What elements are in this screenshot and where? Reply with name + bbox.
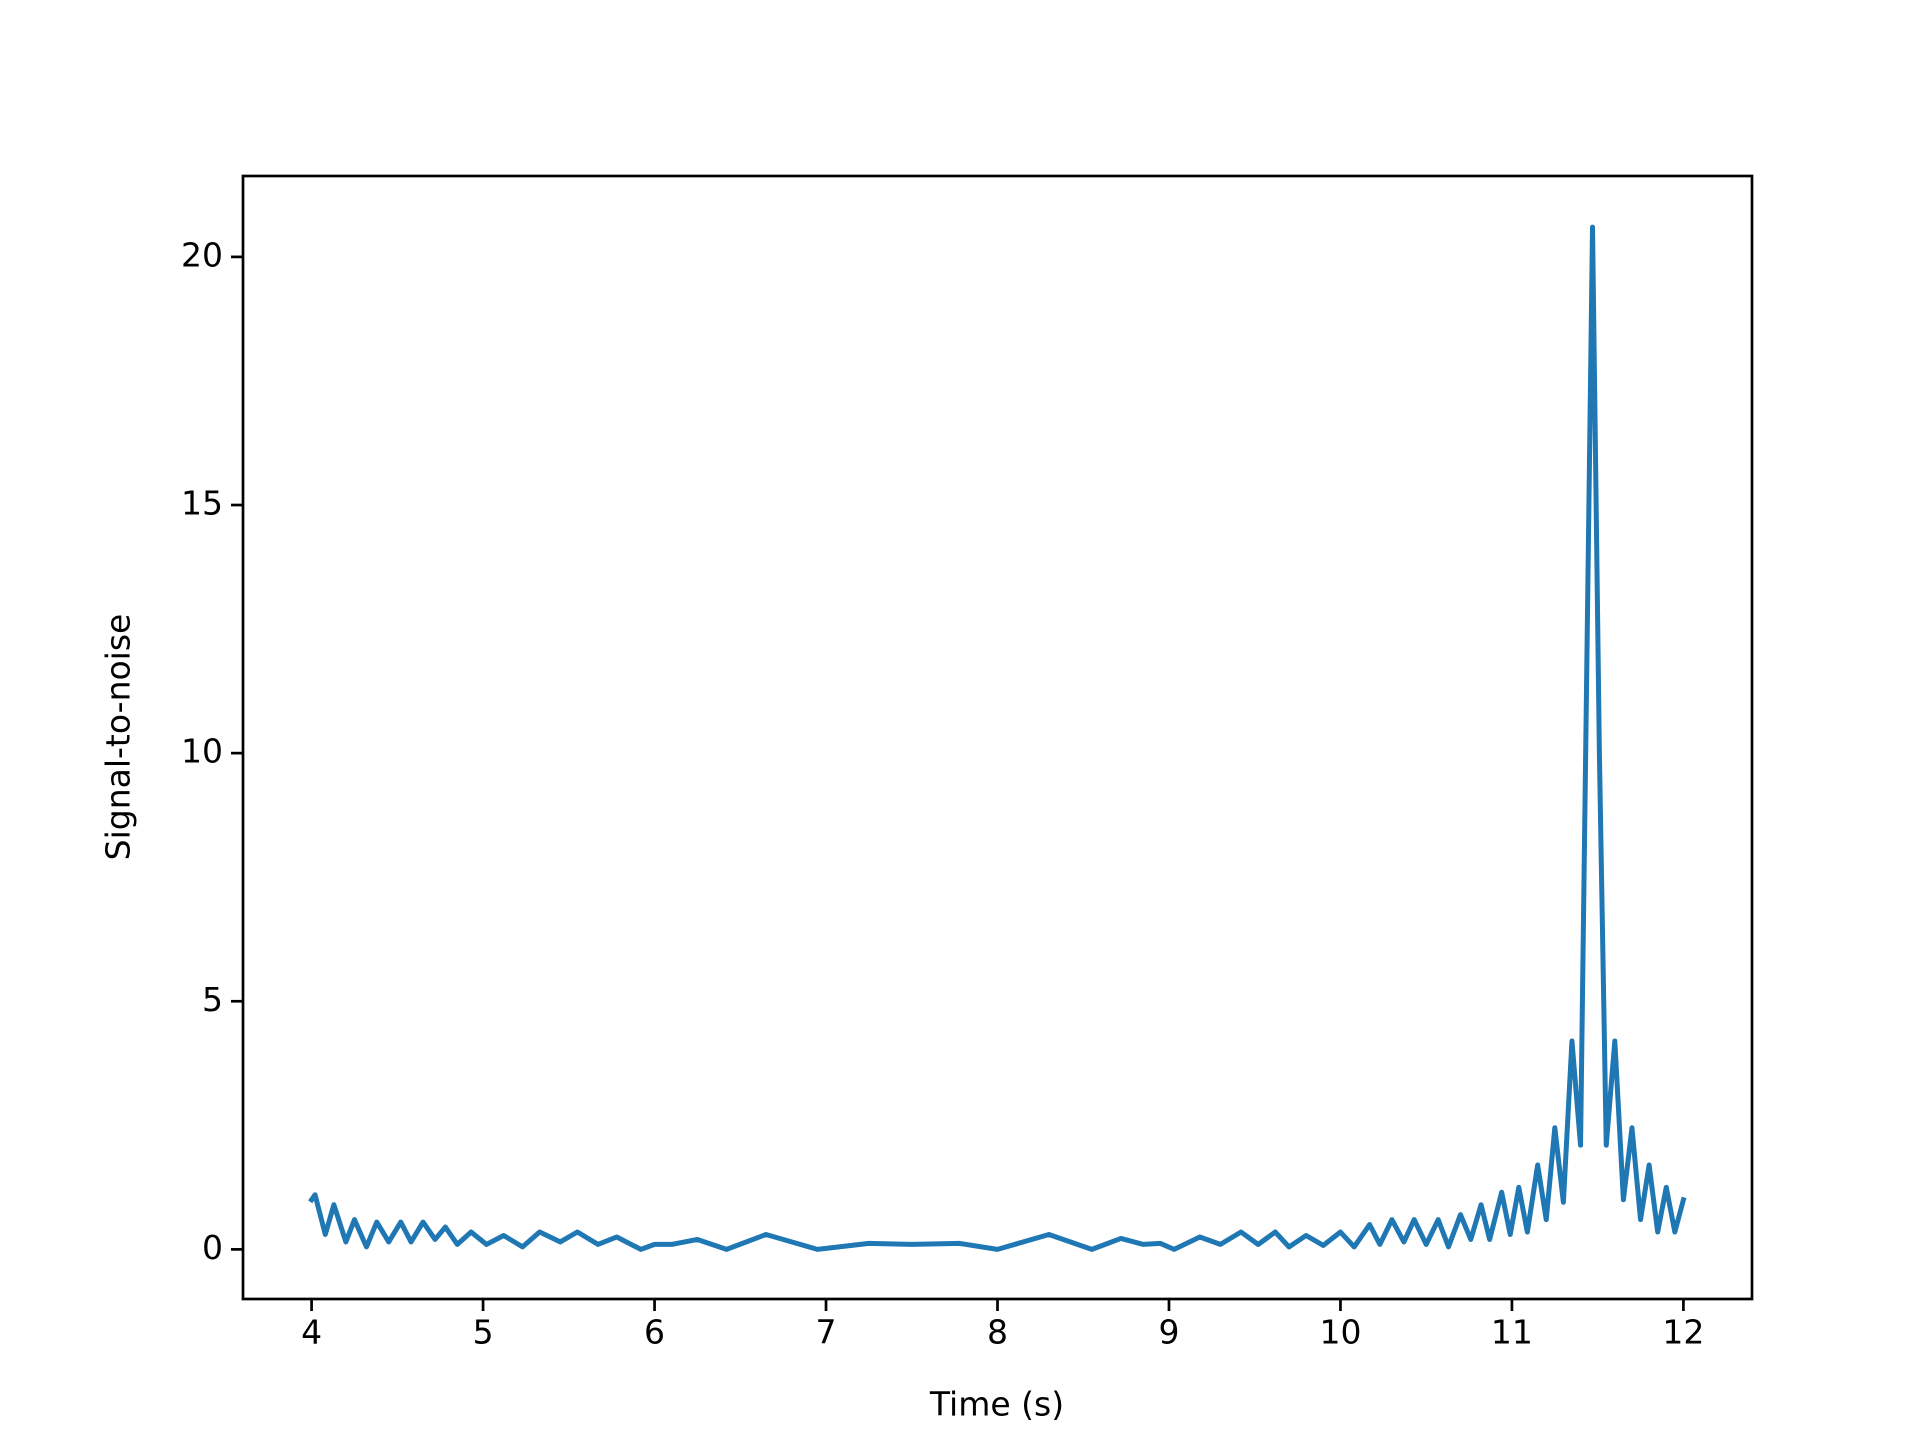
x-tick-label: 8 [987, 1313, 1008, 1352]
x-tick-label: 11 [1491, 1313, 1533, 1352]
x-tick-label: 5 [473, 1313, 494, 1352]
plot-frame [241, 174, 1754, 1301]
x-tick-label: 6 [644, 1313, 665, 1352]
x-tick-label: 10 [1319, 1313, 1361, 1352]
x-tick-label: 4 [301, 1313, 322, 1352]
x-axis-label: Time (s) [929, 1385, 1064, 1424]
y-axis-label: Signal-to-noise [99, 614, 138, 861]
x-tick-label: 12 [1662, 1313, 1704, 1352]
y-tick-label: 5 [202, 980, 223, 1019]
y-tick-label: 10 [181, 732, 223, 771]
x-tick-label: 7 [816, 1313, 837, 1352]
y-tick-label: 20 [181, 235, 223, 274]
y-tick-label: 0 [202, 1228, 223, 1267]
y-tick-label: 15 [181, 484, 223, 523]
x-tick-label: 9 [1158, 1313, 1179, 1352]
line-series [308, 224, 1687, 1252]
